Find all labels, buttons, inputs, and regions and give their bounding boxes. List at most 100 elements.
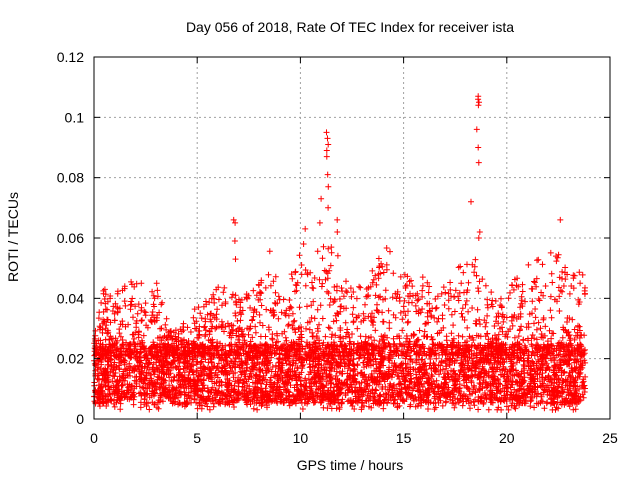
data-point <box>135 301 142 308</box>
data-point <box>259 322 266 329</box>
data-point <box>386 319 393 326</box>
data-point <box>302 267 309 273</box>
data-point <box>385 340 392 347</box>
data-point <box>331 366 338 372</box>
data-point <box>445 305 452 312</box>
data-point <box>171 374 178 381</box>
data-point <box>218 318 225 325</box>
data-point <box>416 327 423 334</box>
data-point <box>533 326 540 333</box>
data-point <box>448 330 455 337</box>
data-point <box>162 321 169 328</box>
data-point <box>428 371 435 378</box>
data-point <box>182 400 189 407</box>
data-point <box>143 391 150 398</box>
data-point <box>379 263 386 270</box>
data-point <box>126 360 133 367</box>
data-point <box>253 292 260 299</box>
data-point <box>547 293 554 300</box>
data-point <box>502 333 509 340</box>
data-point <box>311 275 318 281</box>
data-point <box>538 289 545 296</box>
data-point <box>178 328 185 335</box>
data-point <box>455 297 462 304</box>
data-point <box>432 296 439 302</box>
data-point <box>458 280 465 287</box>
data-point <box>202 318 209 325</box>
data-point <box>464 287 471 294</box>
data-point <box>232 292 239 299</box>
data-point <box>140 332 147 339</box>
data-point <box>370 276 377 283</box>
data-point <box>488 289 495 296</box>
data-point <box>374 301 380 308</box>
data-point <box>334 283 340 290</box>
data-point <box>421 380 428 387</box>
data-point <box>541 332 548 339</box>
data-point <box>196 323 203 330</box>
data-point <box>121 298 128 305</box>
data-point <box>469 305 476 311</box>
data-point <box>278 309 285 316</box>
data-point <box>474 306 481 313</box>
data-point <box>557 287 564 294</box>
data-point <box>275 293 282 300</box>
data-point <box>219 302 225 309</box>
data-point <box>532 314 539 321</box>
data-point <box>471 269 478 276</box>
data-point <box>252 329 259 336</box>
data-point <box>405 318 412 325</box>
data-point <box>555 376 561 383</box>
data-point <box>390 270 397 277</box>
data-point <box>473 345 480 352</box>
data-point <box>450 322 457 329</box>
data-point <box>531 278 537 285</box>
data-point <box>555 251 562 258</box>
data-point <box>540 292 547 299</box>
data-point <box>443 365 450 372</box>
data-point <box>519 288 526 295</box>
data-point <box>518 323 525 330</box>
data-point <box>327 295 334 302</box>
data-point <box>465 279 472 286</box>
data-point <box>304 270 311 277</box>
data-point <box>375 294 382 301</box>
data-point <box>440 284 447 291</box>
data-point <box>383 245 390 251</box>
data-point <box>257 319 263 326</box>
data-point <box>356 283 363 290</box>
data-point <box>436 371 442 378</box>
data-point <box>555 284 562 291</box>
data-point <box>288 271 295 278</box>
data-point <box>534 257 540 264</box>
data-point <box>215 360 222 367</box>
data-point <box>131 335 138 342</box>
data-point <box>293 282 300 289</box>
data-point <box>270 278 277 285</box>
data-point <box>535 296 542 302</box>
data-point <box>191 306 198 313</box>
data-point <box>330 299 337 306</box>
data-point <box>402 312 409 319</box>
data-point <box>272 273 279 280</box>
data-point <box>280 296 287 303</box>
data-point <box>289 275 296 282</box>
data-point <box>135 329 142 336</box>
data-point <box>451 308 458 315</box>
data-point <box>325 245 332 252</box>
data-point <box>142 312 149 319</box>
data-point <box>372 292 379 299</box>
data-point <box>507 356 514 363</box>
data-point <box>419 306 426 312</box>
data-point <box>566 290 573 297</box>
data-point <box>459 314 466 320</box>
data-point <box>320 243 327 250</box>
data-point <box>507 289 513 296</box>
data-point <box>269 331 276 338</box>
data-point <box>560 283 567 289</box>
data-point <box>353 295 360 302</box>
data-point <box>219 324 226 331</box>
data-point <box>556 308 563 314</box>
data-point <box>266 326 272 333</box>
